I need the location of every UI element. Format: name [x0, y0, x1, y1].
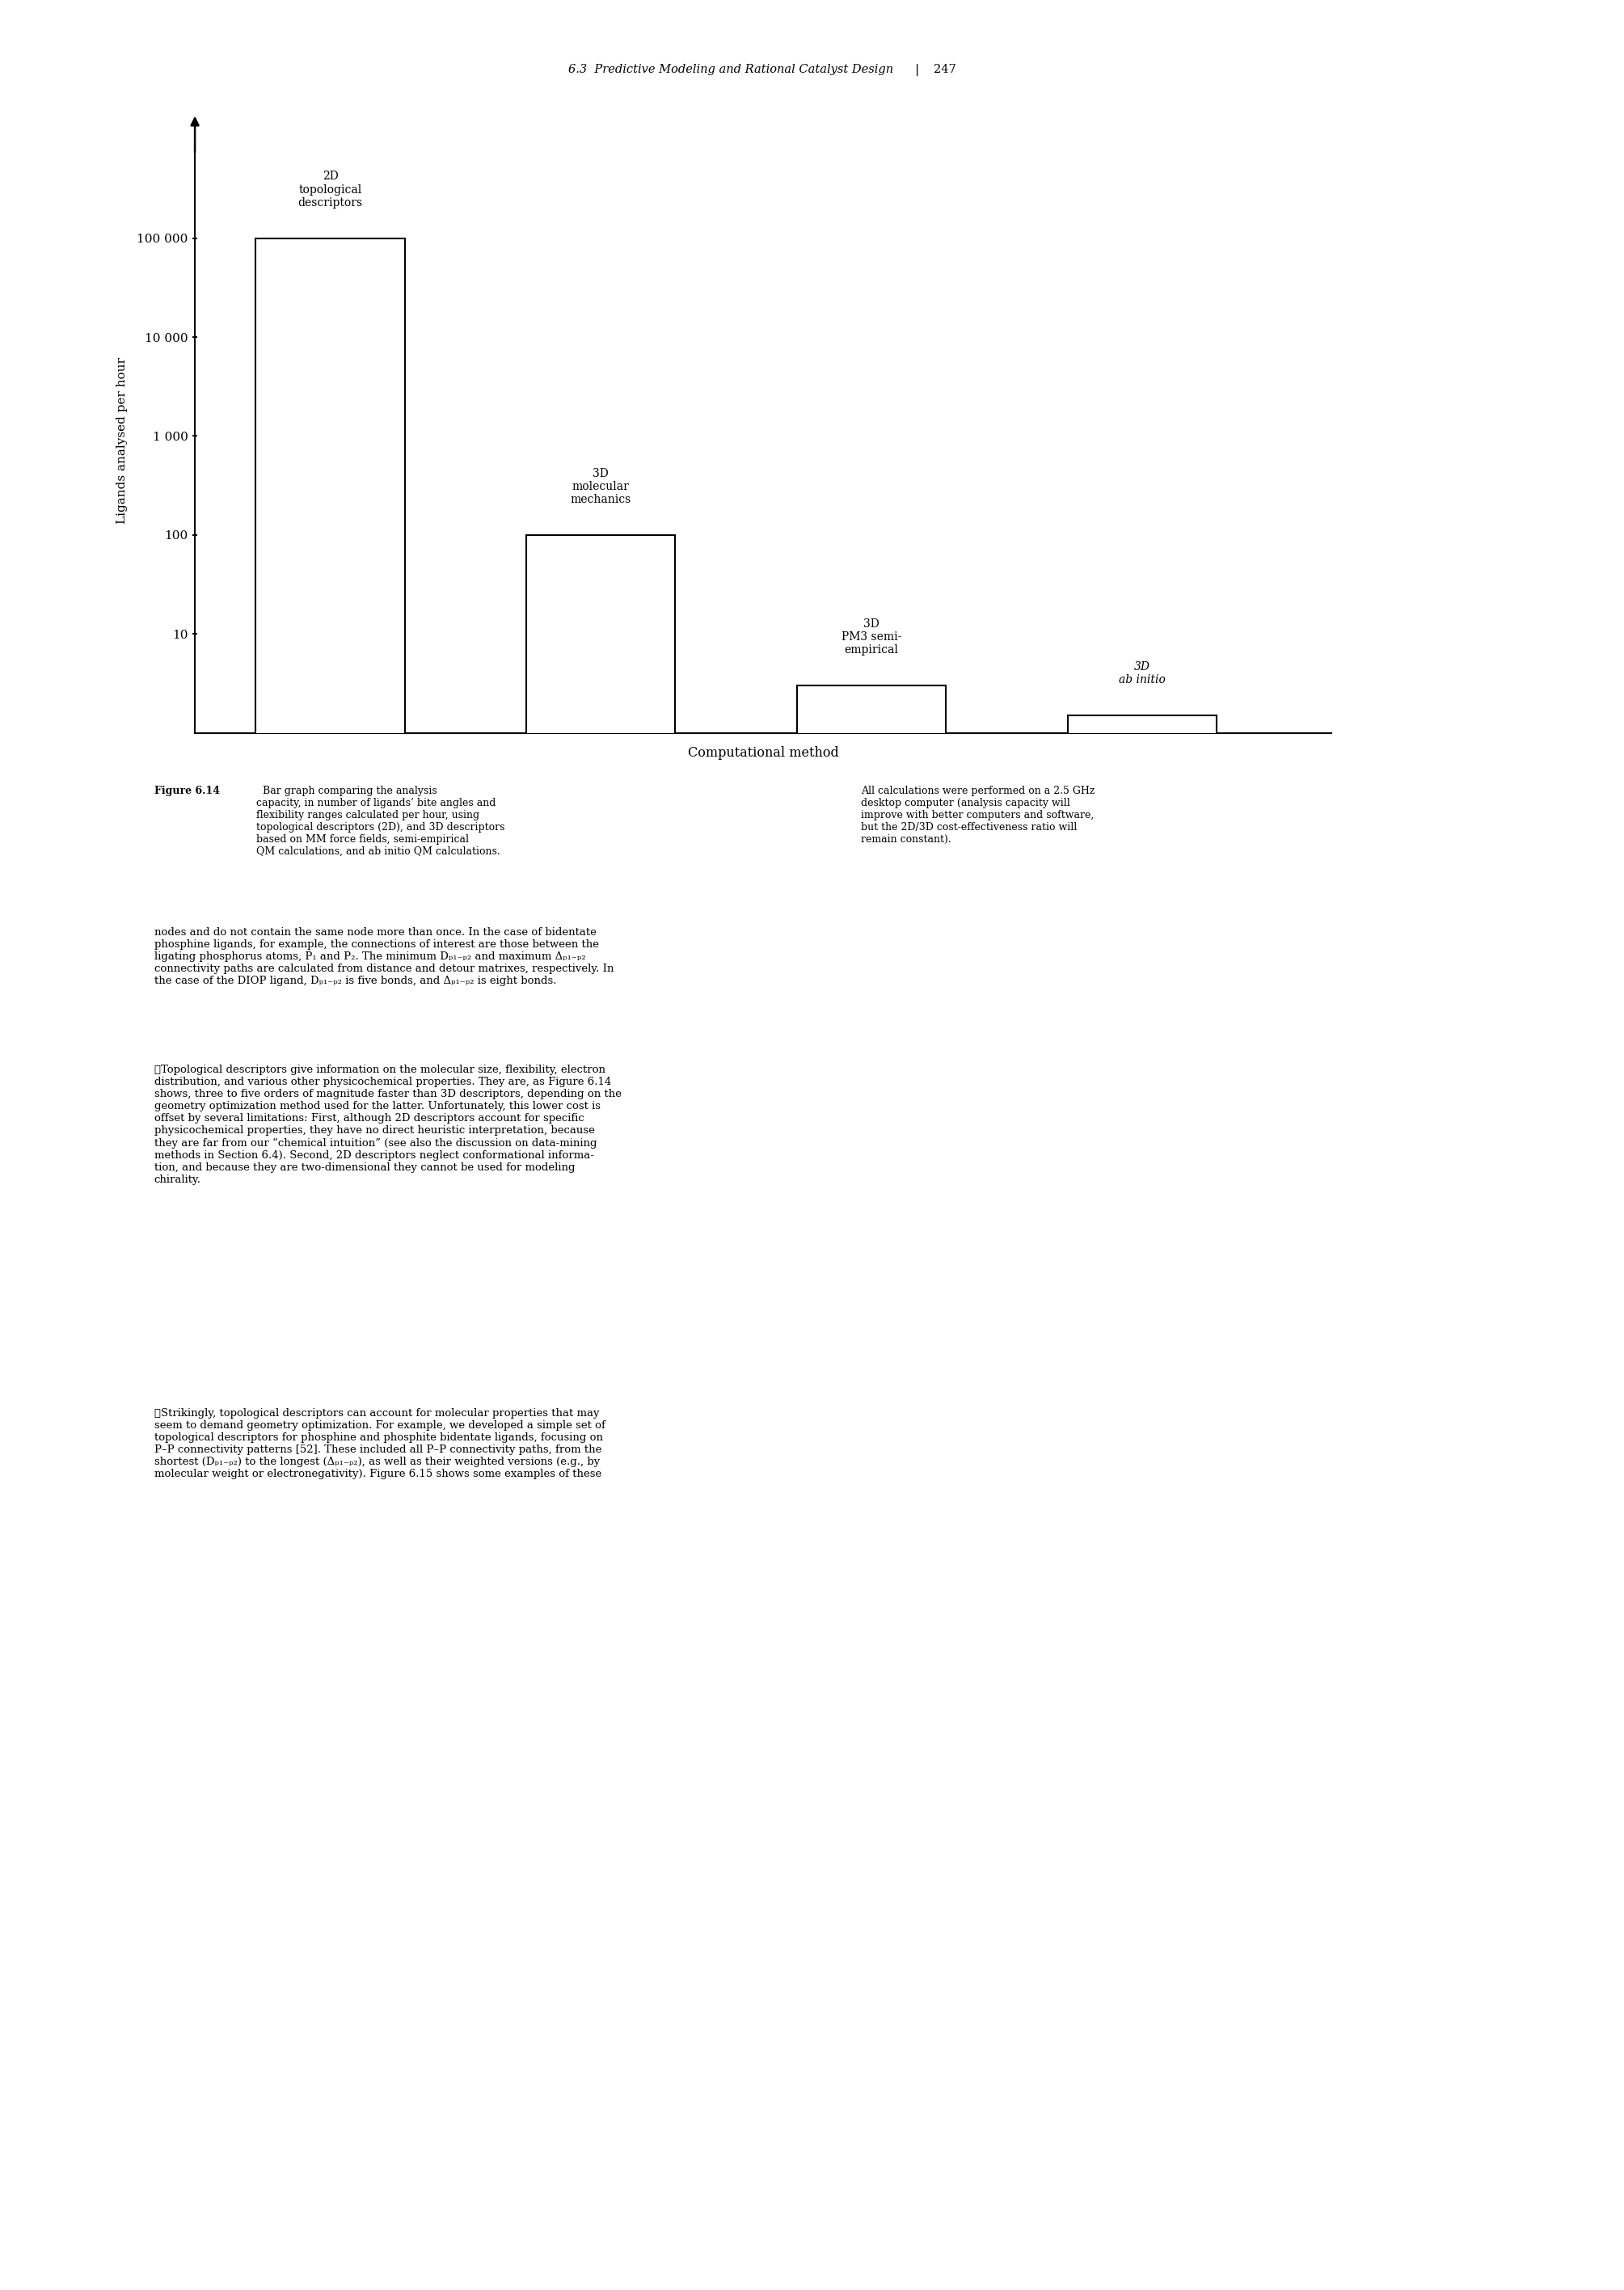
Bar [257, 238, 404, 2290]
Bar [797, 685, 945, 2290]
Text: 2D
topological
descriptors: 2D topological descriptors [297, 172, 362, 208]
Bar [526, 536, 676, 2290]
Text: 6.3  Predictive Modeling and Rational Catalyst Design: 6.3 Predictive Modeling and Rational Cat… [568, 64, 893, 76]
Text: 3D
ab initio: 3D ab initio [1119, 662, 1166, 685]
Text: All calculations were performed on a 2.5 GHz
desktop computer (analysis capacity: All calculations were performed on a 2.5… [861, 785, 1095, 845]
Text: |: | [916, 64, 919, 76]
Text: nodes and do not contain the same node more than once. In the case of bidentate
: nodes and do not contain the same node m… [154, 927, 614, 987]
Text: Topological descriptors give information on the molecular size, flexibility, ele: Topological descriptors give information… [154, 1065, 622, 1184]
Bar [1069, 714, 1216, 2290]
X-axis label: Computational method: Computational method [689, 747, 838, 760]
Y-axis label: Ligands analysed per hour: Ligands analysed per hour [117, 357, 128, 524]
Text: 3D
PM3 semi-
empirical: 3D PM3 semi- empirical [841, 618, 901, 655]
Text: Figure 6.14: Figure 6.14 [154, 785, 219, 797]
Text: Strikingly, topological descriptors can account for molecular properties that ma: Strikingly, topological descriptors can … [154, 1408, 606, 1479]
Text: 3D
molecular
mechanics: 3D molecular mechanics [570, 467, 632, 506]
Text: 247: 247 [934, 64, 957, 76]
Text: Bar graph comparing the analysis
capacity, in number of ligands’ bite angles and: Bar graph comparing the analysis capacit… [257, 785, 505, 856]
